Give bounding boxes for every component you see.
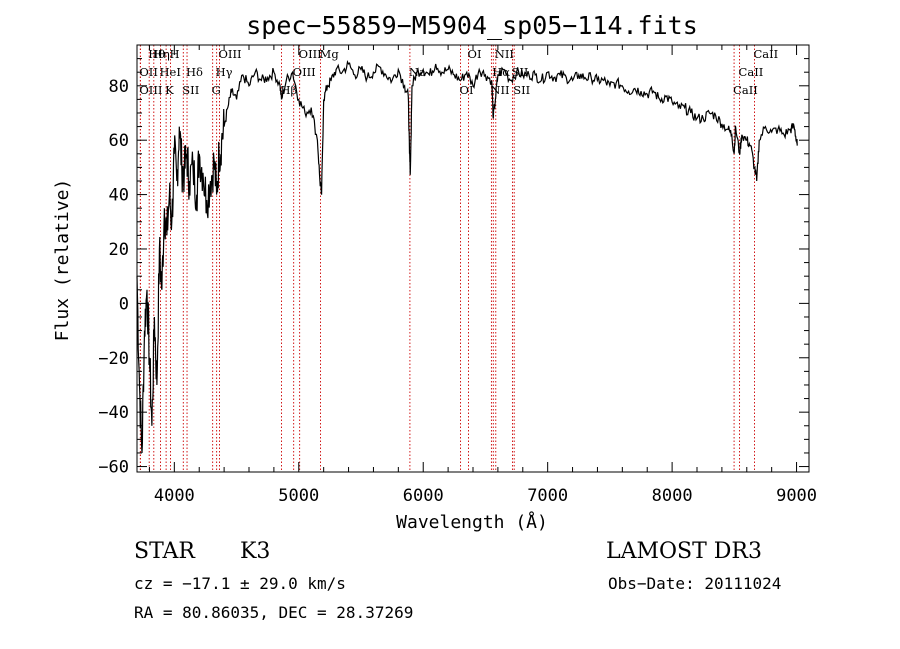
y-tick-label: 20	[109, 240, 129, 260]
spectral-line-label: CaII	[739, 65, 764, 79]
x-tick-label: 4000	[154, 486, 195, 506]
object-subclass: K3	[240, 539, 271, 564]
spectral-line-label: CaII	[753, 47, 778, 61]
x-axis-label: Wavelength (Å)	[396, 511, 548, 533]
survey-name: LAMOST DR3	[606, 539, 762, 564]
spectral-line-label: OI	[468, 47, 482, 61]
x-axis: 4000 5000 6000 7000 8000 9000	[148, 45, 817, 506]
x-tick-label: 6000	[403, 486, 444, 506]
redshift-cz: cz = −17.1 ± 29.0 km/s	[134, 574, 346, 593]
y-tick-label: −60	[98, 458, 129, 478]
spectral-line-label: OI	[460, 83, 474, 97]
obs-date: Obs−Date: 20111024	[608, 574, 782, 593]
y-axis-label: Flux (relative)	[52, 179, 73, 342]
spectral-line-label: Hθ	[148, 47, 165, 61]
spectral-line-label: Hα	[492, 65, 510, 79]
chart-title: spec−55859−M5904_sp05−114.fits	[246, 11, 698, 40]
y-tick-label: 40	[109, 186, 129, 206]
y-tick-label: −20	[98, 349, 129, 369]
y-axis: −60 −40 −20 0 20 40 60 80	[98, 58, 809, 478]
y-tick-label: 80	[109, 77, 129, 97]
spectral-line-label: OII	[139, 65, 158, 79]
spectral-line-label: Hδ	[186, 65, 203, 79]
spectral-line-labels: HθOIIOIIIHηHeIKHHδSIIOIIIHγGOIIIOIIIHβMg…	[139, 47, 778, 97]
spectral-line-label: SII	[513, 83, 530, 97]
spectral-line-label: NII	[495, 47, 514, 61]
spectral-line-label: SII	[182, 83, 199, 97]
spectral-line-label: CaII	[733, 83, 758, 97]
spectral-line-label: Na	[409, 65, 426, 79]
spectral-line-markers	[139, 45, 755, 472]
spectrum-chart: spec−55859−M5904_sp05−114.fits Hθ OII OIII…	[52, 11, 817, 533]
x-tick-label: 8000	[652, 486, 693, 506]
spectral-line-label: K	[165, 83, 174, 97]
plot-frame	[136, 44, 810, 473]
x-tick-label: 9000	[776, 486, 817, 506]
y-tick-label: 0	[119, 294, 129, 314]
spectral-line-label: Hβ	[280, 83, 297, 97]
spectral-line-label: Hγ	[216, 65, 233, 79]
spectral-line-label: SII	[511, 65, 528, 79]
spectral-line-label: Mg	[320, 47, 340, 61]
spectral-line-label: HeI	[160, 65, 181, 79]
coordinates: RA = 80.86035, DEC = 28.37269	[134, 603, 414, 622]
spectrum-line	[136, 60, 798, 454]
spectral-line-label: G	[212, 83, 221, 97]
object-class: STAR	[134, 539, 195, 564]
spectral-line-label: OIII	[219, 47, 242, 61]
y-tick-label: 60	[109, 131, 129, 151]
spectral-line-label: OIII	[139, 83, 162, 97]
y-tick-label: −40	[98, 403, 129, 423]
spectral-line-label: OIII	[299, 47, 322, 61]
spectral-line-label: NII	[490, 83, 509, 97]
spectral-line-label: Hη	[153, 47, 170, 61]
x-tick-label: 5000	[278, 486, 319, 506]
spectral-line-label: OIII	[293, 65, 316, 79]
x-tick-label: 7000	[527, 486, 568, 506]
